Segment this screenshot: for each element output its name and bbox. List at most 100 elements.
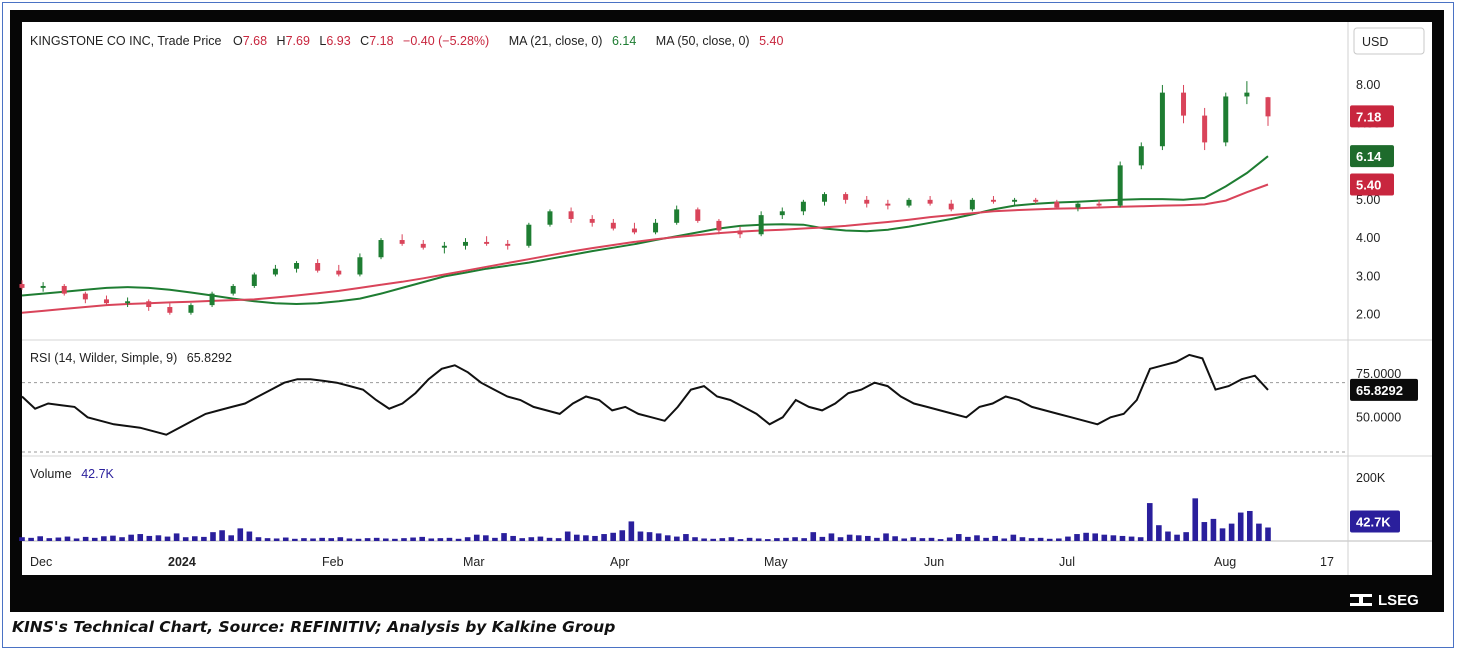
- volume-bar: [619, 530, 626, 541]
- time-axis-label: Jul: [1059, 555, 1075, 569]
- volume-bar: [1092, 533, 1098, 541]
- volume-bar: [1228, 523, 1235, 541]
- volume-bar: [1256, 523, 1262, 541]
- time-axis-label: Apr: [610, 555, 629, 569]
- candle-body: [1202, 115, 1208, 143]
- volume-bar: [91, 537, 98, 541]
- figure-caption: KINS's Technical Chart, Source: REFINITI…: [12, 618, 616, 636]
- volume-pane-title: Volume 42.7K: [30, 467, 115, 481]
- volume-bar: [1101, 534, 1108, 541]
- ma21-badge-bg: [1350, 145, 1394, 168]
- volume-bar: [883, 533, 889, 541]
- volume-bar: [1074, 534, 1080, 541]
- volume-bar: [965, 536, 971, 541]
- price-axis-tick: 8.00: [1356, 78, 1380, 92]
- price-axis-tick: 2.00: [1356, 308, 1380, 322]
- volume-bar: [337, 537, 344, 541]
- volume-bar: [919, 538, 926, 541]
- volume-bar: [1019, 537, 1026, 541]
- candle-body: [716, 220, 722, 231]
- volume-bar: [728, 537, 735, 541]
- candle-body: [251, 274, 257, 286]
- ma50-badge-bg: [1350, 173, 1394, 196]
- volume-bar: [783, 537, 789, 541]
- time-axis: Dec 2024 Feb Mar Apr May Jun Jul Aug 17: [30, 555, 1334, 569]
- volume-bar: [846, 534, 853, 541]
- volume-bar: [1165, 531, 1171, 541]
- volume-bar: [892, 536, 898, 541]
- volume-bar: [310, 538, 316, 541]
- ma-line: [21, 183, 1269, 314]
- volume-bar: [1110, 535, 1117, 541]
- candle-body: [589, 218, 595, 223]
- candle-body: [822, 194, 828, 202]
- volume-bar: [910, 537, 917, 541]
- volume-bar: [1010, 534, 1017, 541]
- chart-plot-area[interactable]: [22, 22, 1348, 575]
- ma50-badge: 5.40: [1356, 178, 1381, 193]
- volume-bar: [73, 538, 80, 541]
- volume-bar: [155, 535, 162, 541]
- candle-body: [695, 209, 701, 221]
- volume-bar: [1183, 532, 1189, 541]
- candle-body: [674, 209, 680, 223]
- rsi-axis-tick: 50.0000: [1356, 410, 1401, 424]
- lseg-logo: LSEG: [1350, 590, 1419, 610]
- candle-body: [420, 243, 426, 248]
- rsi-line: [21, 353, 1269, 436]
- volume-bar: [1001, 538, 1008, 541]
- volume-bar: [455, 538, 462, 541]
- candle-body: [167, 307, 173, 313]
- candle-body: [1117, 165, 1123, 206]
- candle-body: [357, 257, 363, 275]
- volume-bar: [1247, 510, 1253, 541]
- volume-bar: [301, 538, 307, 541]
- time-axis-label: Feb: [322, 555, 344, 569]
- ma-line: [21, 155, 1269, 306]
- volume-bar: [801, 538, 807, 541]
- volume-bar: [646, 532, 653, 541]
- volume-bar: [319, 537, 325, 541]
- time-axis-label: Jun: [924, 555, 944, 569]
- time-axis-label: Dec: [30, 555, 52, 569]
- candle-body: [441, 245, 447, 248]
- volume-bar: [865, 535, 871, 541]
- volume-bar: [955, 534, 962, 541]
- volume-bar: [928, 537, 935, 541]
- time-axis-label: May: [764, 555, 788, 569]
- candle-body: [631, 228, 637, 233]
- currency-button[interactable]: USD: [1353, 27, 1425, 55]
- candle-body: [230, 285, 236, 294]
- candle-body: [885, 203, 891, 206]
- rsi-pane-title: RSI (14, Wilder, Simple, 9) 65.8292: [30, 351, 232, 365]
- volume-bar: [392, 538, 398, 541]
- candle-body: [927, 199, 933, 204]
- lseg-logo-icon: [1350, 594, 1372, 606]
- volume-bar: [592, 535, 598, 541]
- volume-bar: [628, 521, 635, 541]
- candle-body: [1244, 92, 1250, 97]
- volume-axis-tick: 200K: [1356, 471, 1386, 485]
- volume-bar: [255, 537, 262, 541]
- volume-bar: [101, 536, 107, 541]
- volume-bar: [173, 533, 180, 541]
- volume-badge-bg: [1350, 510, 1400, 533]
- candle-body: [40, 285, 46, 288]
- volume-bar: [1065, 536, 1071, 541]
- volume-bar: [1119, 535, 1126, 541]
- candle-body: [294, 263, 300, 269]
- volume-bar: [146, 535, 153, 541]
- volume-bar: [710, 538, 717, 541]
- rsi-badge-bg: [1350, 378, 1418, 401]
- volume-bar: [1237, 512, 1244, 541]
- candle-body: [653, 222, 659, 233]
- price-pane-title: KINGSTONE CO INC, Trade Price O7.68 H7.6…: [30, 34, 783, 48]
- candle-body: [336, 270, 342, 275]
- volume-bar: [564, 531, 571, 541]
- price-axis-tick: 5.00: [1356, 193, 1380, 207]
- candle-body: [146, 301, 152, 308]
- candle-body: [864, 199, 870, 204]
- volume-bar: [446, 537, 453, 541]
- volume-bar: [719, 538, 726, 541]
